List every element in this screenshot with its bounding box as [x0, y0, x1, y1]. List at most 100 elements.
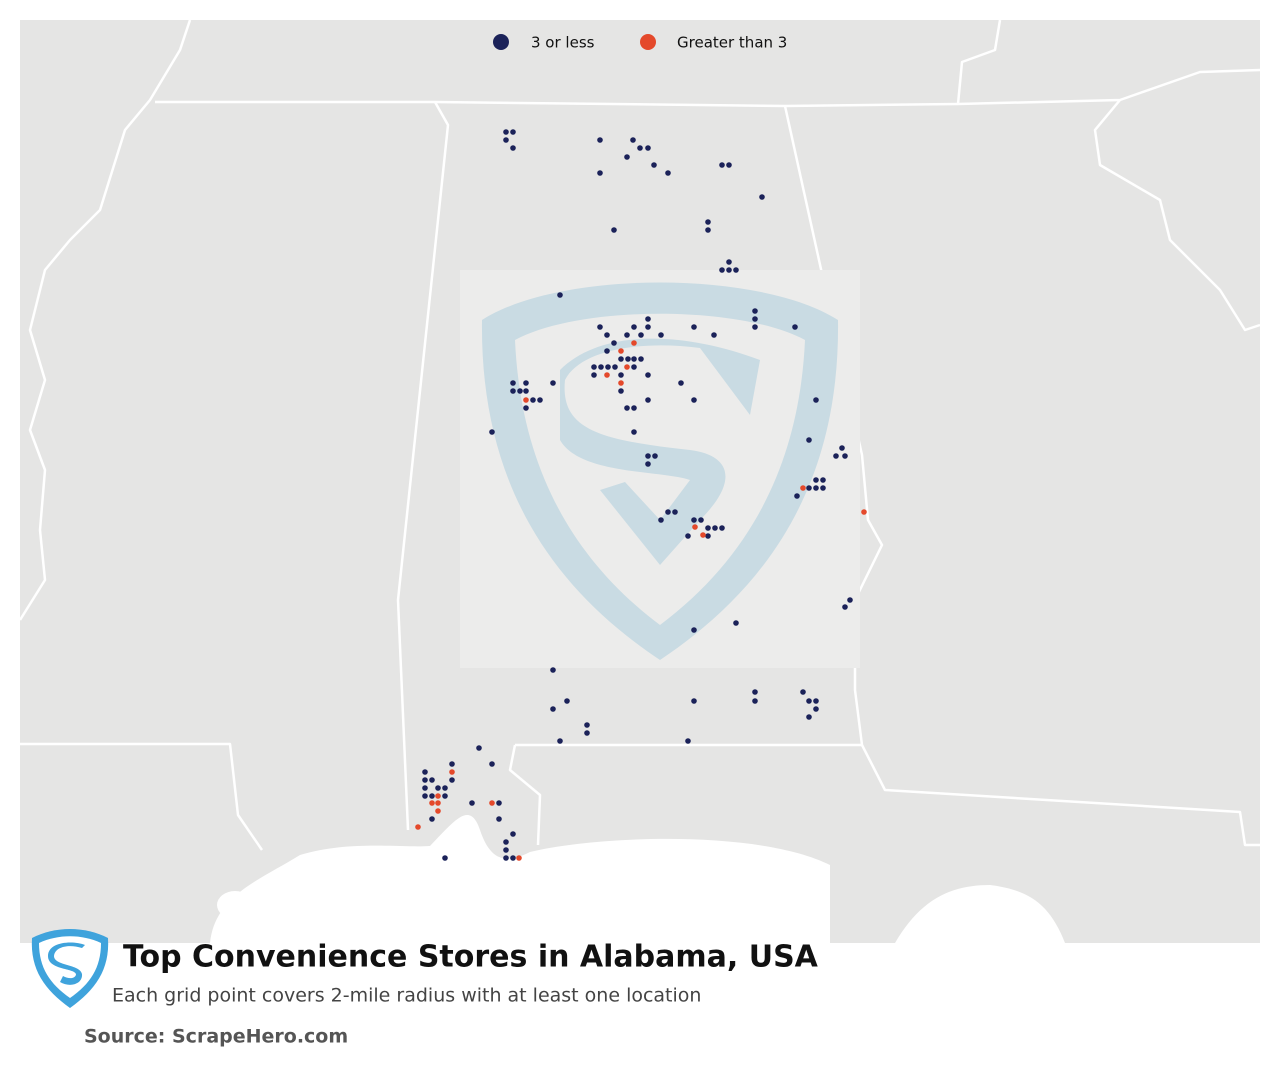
store-dot: [631, 324, 637, 330]
store-dot: [806, 714, 812, 720]
store-dot: [847, 597, 853, 603]
store-dot: [631, 356, 637, 362]
store-dot: [752, 308, 758, 314]
store-dot: [597, 170, 603, 176]
store-dot: [645, 145, 651, 151]
store-dot: [598, 364, 604, 370]
store-dot: [813, 485, 819, 491]
store-dot: [618, 348, 624, 354]
store-dot: [469, 800, 475, 806]
store-dot: [861, 509, 867, 515]
store-dot: [597, 137, 603, 143]
store-dot: [496, 816, 502, 822]
store-dot: [618, 380, 624, 386]
store-dot: [806, 698, 812, 704]
store-dot: [711, 332, 717, 338]
store-dot: [705, 533, 711, 539]
store-dot: [597, 324, 603, 330]
store-dot: [631, 340, 637, 346]
store-dot: [510, 129, 516, 135]
store-dot: [510, 388, 516, 394]
store-dot: [489, 429, 495, 435]
store-dot: [604, 372, 610, 378]
store-dot: [813, 706, 819, 712]
store-dot: [726, 267, 732, 273]
store-dot: [691, 698, 697, 704]
gulf-coast: [210, 814, 1065, 943]
store-dot: [611, 340, 617, 346]
store-dot: [624, 364, 630, 370]
store-dot: [557, 292, 563, 298]
store-dot: [429, 777, 435, 783]
store-dot: [496, 800, 502, 806]
store-dot: [698, 517, 704, 523]
store-dot: [691, 397, 697, 403]
subtitle: Each grid point covers 2-mile radius wit…: [112, 985, 701, 1007]
store-dot: [813, 397, 819, 403]
store-dot: [510, 145, 516, 151]
store-dot: [564, 698, 570, 704]
store-dot: [658, 332, 664, 338]
store-dot: [651, 162, 657, 168]
store-dot: [537, 397, 543, 403]
store-dot: [523, 380, 529, 386]
store-dot: [503, 137, 509, 143]
store-dot: [489, 761, 495, 767]
store-dot: [489, 800, 495, 806]
store-dot: [516, 855, 522, 861]
store-dot: [645, 372, 651, 378]
store-dot: [449, 777, 455, 783]
legend-swatch: [640, 34, 656, 50]
store-dot: [449, 761, 455, 767]
store-dot: [672, 509, 678, 515]
store-dot: [422, 769, 428, 775]
store-dot: [759, 194, 765, 200]
store-dot: [726, 259, 732, 265]
store-dot: [645, 461, 651, 467]
store-dot: [435, 785, 441, 791]
store-dot: [503, 847, 509, 853]
watermark: [460, 270, 860, 668]
store-dot: [752, 324, 758, 330]
store-dot: [624, 332, 630, 338]
store-dot: [415, 824, 421, 830]
store-dot: [719, 267, 725, 273]
store-dot: [719, 525, 725, 531]
store-dot: [611, 227, 617, 233]
store-dot: [517, 388, 523, 394]
store-dot: [691, 627, 697, 633]
store-dot: [435, 793, 441, 799]
store-dot: [429, 800, 435, 806]
store-dot: [422, 777, 428, 783]
store-dot: [618, 372, 624, 378]
store-dot: [638, 356, 644, 362]
store-dot: [618, 356, 624, 362]
store-dot: [631, 405, 637, 411]
title: Top Convenience Stores in Alabama, USA: [123, 940, 819, 975]
store-dot: [733, 267, 739, 273]
store-dot: [752, 689, 758, 695]
store-dot: [658, 517, 664, 523]
legend-label: 3 or less: [531, 34, 595, 52]
store-dot: [733, 620, 739, 626]
store-dot: [510, 855, 516, 861]
store-dot: [612, 364, 618, 370]
store-dot: [584, 722, 590, 728]
store-dot: [523, 405, 529, 411]
store-dot: [691, 517, 697, 523]
store-dot: [842, 604, 848, 610]
store-dot: [503, 855, 509, 861]
store-dot: [604, 332, 610, 338]
store-dot: [813, 698, 819, 704]
store-dot: [794, 493, 800, 499]
store-dot: [806, 485, 812, 491]
store-dot: [692, 524, 698, 530]
store-dots: [415, 129, 867, 861]
store-dot: [435, 808, 441, 814]
store-dot: [652, 453, 658, 459]
legend-swatch: [493, 34, 509, 50]
store-dot: [523, 397, 529, 403]
store-dot: [839, 445, 845, 451]
